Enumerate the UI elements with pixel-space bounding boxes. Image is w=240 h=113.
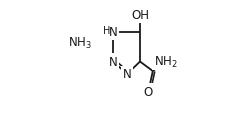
Text: OH: OH	[131, 9, 149, 22]
Text: N: N	[108, 56, 117, 68]
Text: O: O	[144, 85, 153, 98]
Text: NH$_2$: NH$_2$	[154, 54, 178, 69]
Text: NH$_3$: NH$_3$	[68, 35, 92, 50]
Text: H: H	[103, 26, 110, 36]
Text: N: N	[108, 26, 117, 39]
Text: N: N	[123, 68, 132, 81]
